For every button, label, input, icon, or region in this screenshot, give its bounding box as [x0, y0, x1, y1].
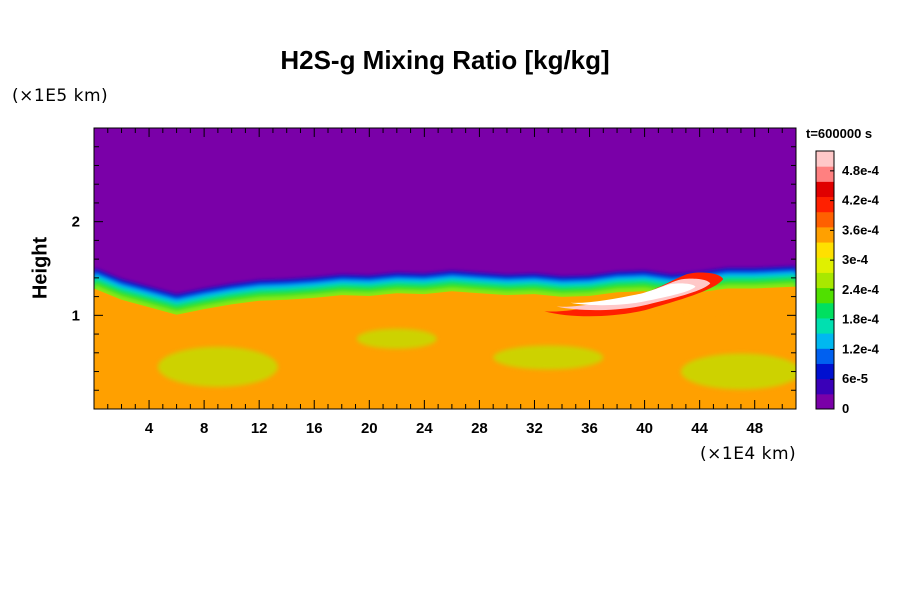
- colorbar-tick-label: 6e-5: [842, 371, 868, 386]
- time-label: t=600000 s: [806, 126, 873, 141]
- colorbar-segment-0: [816, 393, 834, 410]
- colorbar-segment-12: [816, 211, 834, 228]
- colorbar-segment-5: [816, 317, 834, 334]
- lower-eddy-1: [356, 328, 437, 349]
- colorbar-frame: [815, 150, 835, 410]
- x-tick-label: 44: [691, 420, 708, 437]
- colorbar-segment-13: [816, 196, 834, 213]
- plot-frame: [93, 127, 797, 410]
- lower-eddy-3: [680, 353, 796, 390]
- lower-layer: [94, 286, 796, 409]
- colorbar-tick-label: 3.6e-4: [842, 222, 880, 237]
- x-tick-label: 16: [306, 420, 323, 437]
- colorbar-segment-7: [816, 287, 834, 304]
- y-tick-label: 1: [72, 307, 80, 324]
- colorbar-tick-label: 4.2e-4: [842, 193, 880, 208]
- plume-core: [570, 283, 696, 306]
- x-tick-label: 8: [200, 420, 208, 437]
- lower-eddy-2: [493, 345, 604, 370]
- heatmap-field: [94, 128, 796, 409]
- colorbar-tick-label: 0: [842, 401, 849, 416]
- x-tick-label: 24: [416, 420, 433, 437]
- colorbar-segment-8: [816, 272, 834, 289]
- colorbar-segment-3: [816, 348, 834, 364]
- colorbar-segment-1: [816, 378, 834, 395]
- lower-eddy-0: [157, 346, 278, 387]
- x-tick-label: 12: [251, 420, 268, 437]
- x-tick-label: 32: [526, 420, 543, 437]
- y-axis-ticks: 12: [72, 146, 796, 391]
- y-tick-label: 2: [72, 214, 80, 231]
- colorbar-segment-15: [816, 166, 834, 182]
- x-tick-label: 36: [581, 420, 598, 437]
- colorbar-segment-16: [816, 151, 834, 167]
- colorbar-tick-label: 1.8e-4: [842, 312, 880, 327]
- colorbar-segment-6: [816, 302, 834, 319]
- colorbar-tick-label: 1.2e-4: [842, 341, 880, 356]
- colorbar-segment-14: [816, 181, 834, 198]
- colorbar: 0 6e-5 1.2e-4 1.8e-4 2.4e-4 3e-4 3.6e-4 4.2e-4 4…: [815, 150, 880, 416]
- colorbar-segment-4: [816, 333, 834, 349]
- x-tick-label: 48: [746, 420, 763, 437]
- colorbar-tick-label: 2.4e-4: [842, 282, 880, 297]
- x-axis-unit-label: (×1E4 km): [700, 444, 797, 464]
- colorbar-segment-11: [816, 226, 834, 243]
- chart-title: H2S-g Mixing Ratio [kg/kg]: [280, 45, 610, 75]
- colorbar-segment-2: [816, 363, 834, 380]
- x-axis-ticks: 4 8 12 16 20 24 28 32 36 40 44 48: [107, 128, 783, 437]
- colorbar-tick-label: 4.8e-4: [842, 163, 880, 178]
- x-tick-label: 4: [145, 420, 154, 437]
- y-axis-unit-label: (×1E5 km): [12, 86, 109, 106]
- colorbar-segment-9: [816, 257, 834, 273]
- x-tick-label: 40: [636, 420, 653, 437]
- x-tick-label: 28: [471, 420, 488, 437]
- colorbar-tick-label: 3e-4: [842, 252, 869, 267]
- x-tick-label: 20: [361, 420, 378, 437]
- colorbar-segment-10: [816, 242, 834, 258]
